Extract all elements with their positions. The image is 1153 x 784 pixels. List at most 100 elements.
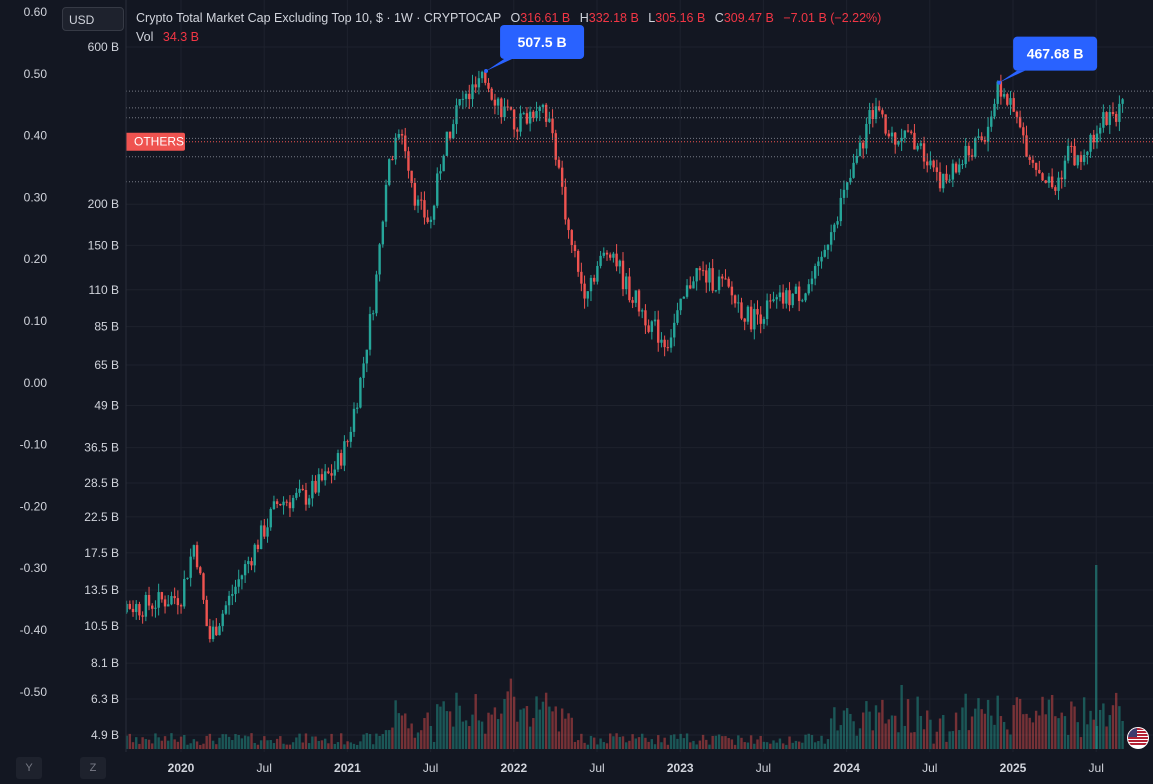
candle-body [958, 164, 961, 173]
candle-body [884, 114, 887, 134]
candle-body [714, 290, 718, 292]
volume-bar [500, 713, 503, 749]
volume-bar [676, 738, 679, 749]
volume-bar [935, 731, 939, 749]
price-tick-label: 49 B [94, 398, 119, 412]
candle-body [1098, 127, 1102, 134]
volume-legend[interactable]: Vol 34.3 B [136, 30, 199, 44]
y-axis-toggle[interactable]: Y [16, 757, 42, 779]
volume-bar [522, 708, 525, 749]
volume-bar [644, 737, 647, 749]
symbol-label: OTHERS [134, 135, 184, 149]
candle-body [359, 377, 362, 408]
time-tick-label: Jul [1089, 761, 1104, 775]
candle-body [727, 278, 730, 287]
volume-bar [682, 738, 686, 749]
candle-body [407, 151, 410, 171]
time-tick-label: 2023 [667, 761, 694, 775]
volume-bar [336, 742, 340, 749]
volume-bar [263, 736, 266, 749]
candle-body [1041, 173, 1044, 181]
time-axis[interactable]: 2020 Jul 2021 Jul 2022 Jul 2023 Jul 2024 Jul 2025 J… [0, 752, 1153, 784]
volume-bar [974, 708, 977, 749]
candle-body [384, 184, 388, 222]
volume-bar [234, 734, 237, 749]
volume-bar [147, 739, 151, 749]
time-axis-bg [0, 752, 1153, 784]
close-value: 309.47 B [723, 11, 774, 25]
volume-bar [836, 730, 839, 749]
volume-bar [599, 738, 602, 749]
candle-body [740, 302, 743, 319]
volume-bar [1009, 734, 1012, 749]
candle-body [346, 441, 349, 443]
candle-body [452, 124, 455, 139]
candle-body [426, 217, 429, 222]
volume-bar [532, 718, 535, 749]
candle-body [186, 577, 189, 579]
candle-body [227, 595, 231, 606]
candle-body [154, 607, 157, 609]
volume-bar [1063, 716, 1067, 749]
candle-body [682, 296, 686, 299]
volume-bar [179, 736, 183, 749]
candle-body [301, 488, 304, 491]
symbol-legend[interactable]: Crypto Total Market Cap Excluding Top 10… [136, 11, 881, 25]
volume-bar [154, 733, 157, 749]
z-axis-toggle[interactable]: Z [80, 757, 106, 779]
candle-body [765, 300, 769, 320]
volume-bar [525, 706, 529, 749]
candle-body [804, 293, 807, 301]
volume-bar [573, 741, 577, 749]
candle-body [195, 545, 199, 568]
volume-bar [416, 732, 420, 749]
volume-bar [964, 693, 967, 749]
candle-body [1105, 112, 1108, 125]
candle-body [336, 453, 340, 470]
candle-body [781, 292, 785, 304]
candle-body [890, 132, 894, 137]
volume-bar [355, 744, 359, 749]
candle-body [1031, 159, 1035, 163]
volume-bar [1092, 719, 1095, 749]
candle-body [644, 310, 647, 326]
candle-body [1063, 160, 1067, 180]
candle-body [250, 561, 253, 566]
candle-body [1050, 176, 1054, 188]
currency-button[interactable]: USD [62, 7, 124, 31]
volume-bar [903, 725, 907, 749]
price-tick-label: 13.5 B [84, 583, 119, 597]
candle-body [897, 141, 900, 145]
candle-body [922, 143, 926, 162]
volume-bar [753, 743, 756, 749]
candle-body [1028, 156, 1031, 160]
volume-bar [900, 684, 903, 749]
volume-bar [343, 744, 346, 749]
volume-bar [586, 744, 589, 749]
low-label: L [648, 11, 656, 25]
volume-bar [378, 735, 381, 749]
volume-bar [970, 716, 974, 749]
volume-bar [503, 699, 506, 749]
candle-body [279, 503, 282, 506]
volume-bar [884, 723, 887, 749]
candle-body [807, 284, 810, 294]
candle-body [791, 293, 794, 306]
candle-body [167, 604, 170, 607]
candle-body [990, 116, 993, 127]
candle-body [538, 107, 541, 111]
candle-body [785, 290, 788, 304]
candle-body [964, 145, 967, 165]
candle-body [496, 98, 500, 106]
candle-body [1018, 116, 1022, 128]
price-axis[interactable]: 600 B 200 B 150 B 110 B 85 B 65 B 49 B 36.5 B 28… [84, 40, 119, 742]
peak-callouts: 507.5 B 467.68 B [484, 24, 1098, 85]
candle-body [564, 186, 567, 220]
volume-bar [323, 738, 327, 749]
us-flag-icon[interactable] [1127, 727, 1149, 749]
candle-body [381, 221, 385, 245]
volume-bar [785, 744, 788, 749]
candle-body [138, 604, 141, 616]
volume-bar [413, 737, 417, 749]
